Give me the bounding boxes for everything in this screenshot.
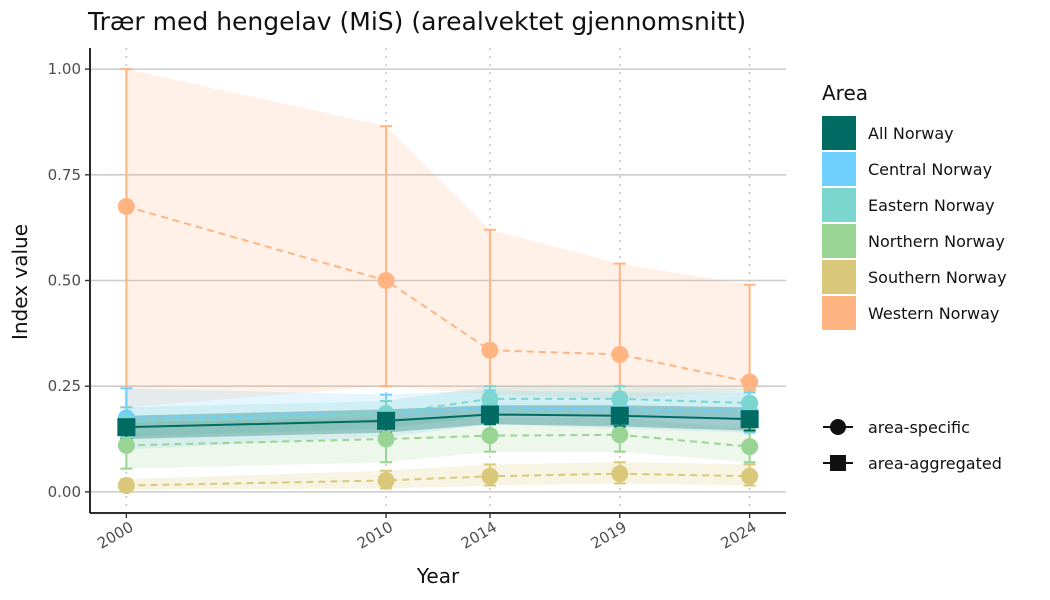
point-all-norway xyxy=(117,418,136,437)
ribbon-western-norway xyxy=(126,69,750,408)
point-western-norway xyxy=(377,272,395,289)
point-northern-norway xyxy=(481,427,499,445)
legend-shape-area-specific xyxy=(830,419,846,435)
x-tick-label: 2000 xyxy=(94,518,136,553)
point-western-norway xyxy=(741,373,759,391)
legend-swatch-northern-norway xyxy=(822,224,856,258)
point-southern-norway xyxy=(377,471,395,489)
chart-title: Trær med hengelav (MiS) (arealvektet gje… xyxy=(87,7,746,36)
point-western-norway xyxy=(611,345,629,363)
legend-label-western-norway: Western Norway xyxy=(868,304,999,323)
legend-swatch-western-norway xyxy=(822,296,856,330)
legend-label-all-norway: All Norway xyxy=(868,124,954,143)
legend-shape-label-area-specific: area-specific xyxy=(868,418,970,437)
ribbon-central-norway xyxy=(126,388,750,450)
x-tick-label: 2024 xyxy=(718,518,760,553)
point-all-norway xyxy=(377,411,396,430)
point-southern-norway xyxy=(611,465,629,483)
point-eastern-norway xyxy=(741,394,759,412)
x-tick-label: 2010 xyxy=(354,518,396,553)
ribbon-southern-norway xyxy=(126,462,750,490)
x-tick-label: 2019 xyxy=(588,518,630,553)
y-axis-title: Index value xyxy=(8,224,32,340)
point-southern-norway xyxy=(117,477,135,495)
point-all-norway xyxy=(740,410,759,429)
ribbon-northern-norway xyxy=(126,417,750,469)
point-northern-norway xyxy=(377,430,395,448)
point-eastern-norway xyxy=(481,390,499,408)
series-line-western-norway xyxy=(126,205,750,383)
x-axis-title: Year xyxy=(416,564,460,588)
point-northern-norway xyxy=(741,438,759,456)
legend-swatch-southern-norway xyxy=(822,260,856,294)
x-tick-label: 2014 xyxy=(458,518,500,553)
legend-label-northern-norway: Northern Norway xyxy=(868,232,1005,251)
plot-area xyxy=(90,48,786,513)
point-all-norway xyxy=(480,405,499,424)
ribbon-all-norway xyxy=(126,405,750,440)
point-southern-norway xyxy=(741,467,759,485)
y-tick-label: 1.00 xyxy=(48,60,81,78)
y-tick-label: 0.50 xyxy=(48,272,81,290)
y-tick-label: 0.00 xyxy=(48,483,81,501)
legend-shape-label-area-aggregated: area-aggregated xyxy=(868,454,1002,473)
legend-label-eastern-norway: Eastern Norway xyxy=(868,196,995,215)
point-southern-norway xyxy=(481,467,499,485)
y-tick-label: 0.25 xyxy=(48,377,81,395)
point-northern-norway xyxy=(611,426,629,444)
y-tick-label: 0.75 xyxy=(48,166,81,184)
legend-swatch-all-norway xyxy=(822,116,856,150)
point-eastern-norway xyxy=(611,390,629,408)
point-all-norway xyxy=(610,406,629,425)
point-western-norway xyxy=(117,198,135,216)
legend-label-central-norway: Central Norway xyxy=(868,160,992,179)
legend-swatch-central-norway xyxy=(822,152,856,186)
legend-shape-area-aggregated xyxy=(830,455,846,471)
legend-label-southern-norway: Southern Norway xyxy=(868,268,1007,287)
legend-title: Area xyxy=(822,81,868,105)
errorbar-western-norway xyxy=(380,125,393,388)
legend-swatch-eastern-norway xyxy=(822,188,856,222)
point-northern-norway xyxy=(117,436,135,454)
point-western-norway xyxy=(481,341,499,359)
